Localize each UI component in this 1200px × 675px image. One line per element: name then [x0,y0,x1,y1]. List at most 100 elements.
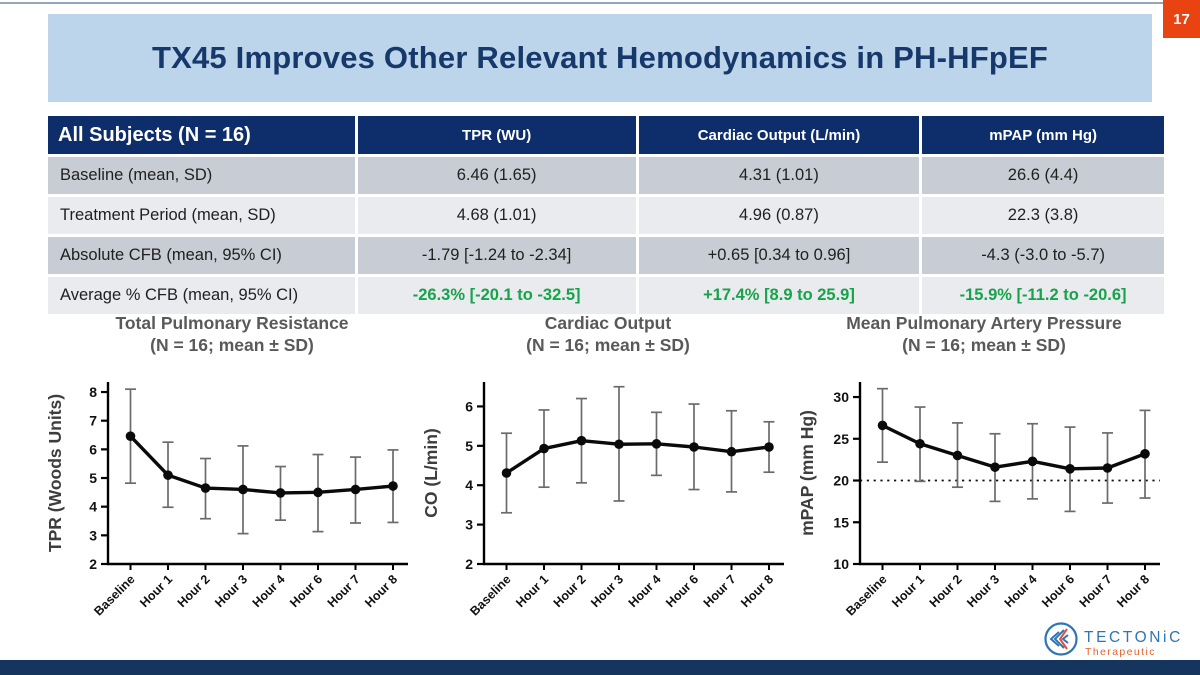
table-row: Baseline (mean, SD) 6.46 (1.65) 4.31 (1.… [48,154,1164,196]
slide-title-band: TX45 Improves Other Relevant Hemodynamic… [48,14,1152,102]
chart-title-line1: Total Pulmonary Resistance [115,313,349,333]
column-header-mpap: mPAP (mm Hg) [919,116,1164,156]
chart-title-line2: (N = 16; mean ± SD) [902,335,1066,356]
svg-text:3: 3 [89,527,97,543]
row-label: Treatment Period (mean, SD) [48,194,357,236]
cell-value: 4.68 (1.01) [354,194,638,236]
svg-text:30: 30 [833,389,849,405]
hemodynamics-table: All Subjects (N = 16) TPR (WU) Cardiac O… [48,116,1164,314]
cell-value: 6.46 (1.65) [354,154,638,196]
svg-text:Hour 1: Hour 1 [513,572,551,610]
svg-text:20: 20 [833,473,849,489]
table-title-cell: All Subjects (N = 16) [48,116,357,156]
svg-text:Hour 6: Hour 6 [663,572,701,610]
svg-text:Hour 4: Hour 4 [1002,572,1040,610]
logo-chevrons-icon [1049,629,1069,649]
svg-text:Hour 3: Hour 3 [588,572,626,610]
cell-value: 4.96 (0.87) [635,194,921,236]
svg-text:Baseline: Baseline [91,572,137,618]
svg-text:Hour 1: Hour 1 [889,572,927,610]
svg-text:5: 5 [465,438,473,454]
chart-title-line1: Mean Pulmonary Artery Pressure [846,313,1122,333]
cell-value: -4.3 (-3.0 to -5.7) [919,234,1164,276]
svg-text:Hour 6: Hour 6 [1039,572,1077,610]
svg-text:10: 10 [833,556,849,572]
svg-text:mPAP (mm Hg): mPAP (mm Hg) [797,410,817,536]
svg-text:7: 7 [89,413,97,429]
chart-title-line2: (N = 16; mean ± SD) [150,335,314,356]
svg-text:2: 2 [89,556,97,572]
svg-text:Hour 4: Hour 4 [626,572,664,610]
logo-orange-stroke [1058,628,1068,650]
svg-text:3: 3 [465,517,473,533]
svg-text:Baseline: Baseline [843,572,889,618]
svg-text:Hour 6: Hour 6 [287,572,325,610]
svg-text:Hour 3: Hour 3 [212,572,250,610]
svg-text:Hour 7: Hour 7 [1077,572,1115,610]
column-header-tpr: TPR (WU) [354,116,638,156]
tpr-chart-title: Total Pulmonary Resistance (N = 16; mean… [44,306,420,368]
svg-text:Hour 7: Hour 7 [701,572,739,610]
mpap-chart-block: Mean Pulmonary Artery Pressure (N = 16; … [796,306,1172,633]
svg-text:Hour 8: Hour 8 [1114,572,1152,610]
svg-text:8: 8 [89,384,97,400]
cell-value: -1.79 [-1.24 to -2.34] [354,234,638,276]
row-label: Baseline (mean, SD) [48,154,357,196]
row-label: Absolute CFB (mean, 95% CI) [48,234,357,276]
svg-text:2: 2 [465,556,473,572]
svg-text:Baseline: Baseline [467,572,513,618]
cell-value: 22.3 (3.8) [919,194,1164,236]
table-header-row: All Subjects (N = 16) TPR (WU) Cardiac O… [48,116,1164,156]
cell-value: 4.31 (1.01) [635,154,921,196]
svg-text:CO (L/min): CO (L/min) [421,428,441,517]
logo-circle [1044,622,1078,656]
svg-text:Hour 3: Hour 3 [964,572,1002,610]
cardiac-output-chart-title: Cardiac Output (N = 16; mean ± SD) [420,306,796,368]
svg-text:4: 4 [89,499,97,515]
chart-title-line2: (N = 16; mean ± SD) [526,335,690,356]
cell-value: +0.65 [0.34 to 0.96] [635,234,921,276]
charts-row: Total Pulmonary Resistance (N = 16; mean… [44,306,1172,633]
slide-title: TX45 Improves Other Relevant Hemodynamic… [151,40,1049,75]
svg-text:25: 25 [833,431,849,447]
svg-text:15: 15 [833,514,849,530]
svg-text:Hour 1: Hour 1 [137,572,175,610]
svg-text:6: 6 [465,398,473,414]
row-label: Average % CFB (mean, 95% CI) [48,274,357,314]
table-row: Absolute CFB (mean, 95% CI) -1.79 [-1.24… [48,234,1164,276]
svg-text:Hour 2: Hour 2 [927,572,965,610]
cell-value: -15.9% [-11.2 to -20.6] [919,274,1164,314]
tectonic-logo-graphic: TECTONiC Therapeutic [1044,622,1183,658]
cell-value: -26.3% [-20.1 to -32.5] [354,274,638,314]
svg-text:Hour 8: Hour 8 [738,572,776,610]
tpr-chart-block: Total Pulmonary Resistance (N = 16; mean… [44,306,420,633]
svg-text:Hour 7: Hour 7 [325,572,363,610]
tectonic-wordmark: TECTONiC [1084,629,1183,646]
svg-text:Hour 4: Hour 4 [250,572,288,610]
page-number-badge: 17 [1163,0,1200,38]
svg-text:Hour 2: Hour 2 [551,572,589,610]
tectonic-subtitle: Therapeutic [1085,646,1156,658]
tectonic-logo: TECTONiC Therapeutic [1040,616,1192,662]
page-number: 17 [1173,10,1190,28]
bottom-navy-bar [0,660,1200,675]
chart-title-line1: Cardiac Output [544,313,672,333]
svg-text:Hour 8: Hour 8 [362,572,400,610]
svg-text:Hour 2: Hour 2 [175,572,213,610]
table-row: Average % CFB (mean, 95% CI) -26.3% [-20… [48,274,1164,314]
mpap-chart-title: Mean Pulmonary Artery Pressure (N = 16; … [796,306,1172,368]
svg-text:TPR (Woods Units): TPR (Woods Units) [45,394,65,552]
column-header-cardiac-output: Cardiac Output (L/min) [635,116,921,156]
table-row: Treatment Period (mean, SD) 4.68 (1.01) … [48,194,1164,236]
svg-text:6: 6 [89,441,97,457]
top-border-line [0,2,1200,4]
svg-text:5: 5 [89,470,97,486]
cell-value: +17.4% [8.9 to 25.9] [635,274,921,314]
cardiac-output-chart-block: Cardiac Output (N = 16; mean ± SD) 2 3 4 5 6… [420,306,796,633]
svg-text:4: 4 [465,477,473,493]
cell-value: 26.6 (4.4) [919,154,1164,196]
